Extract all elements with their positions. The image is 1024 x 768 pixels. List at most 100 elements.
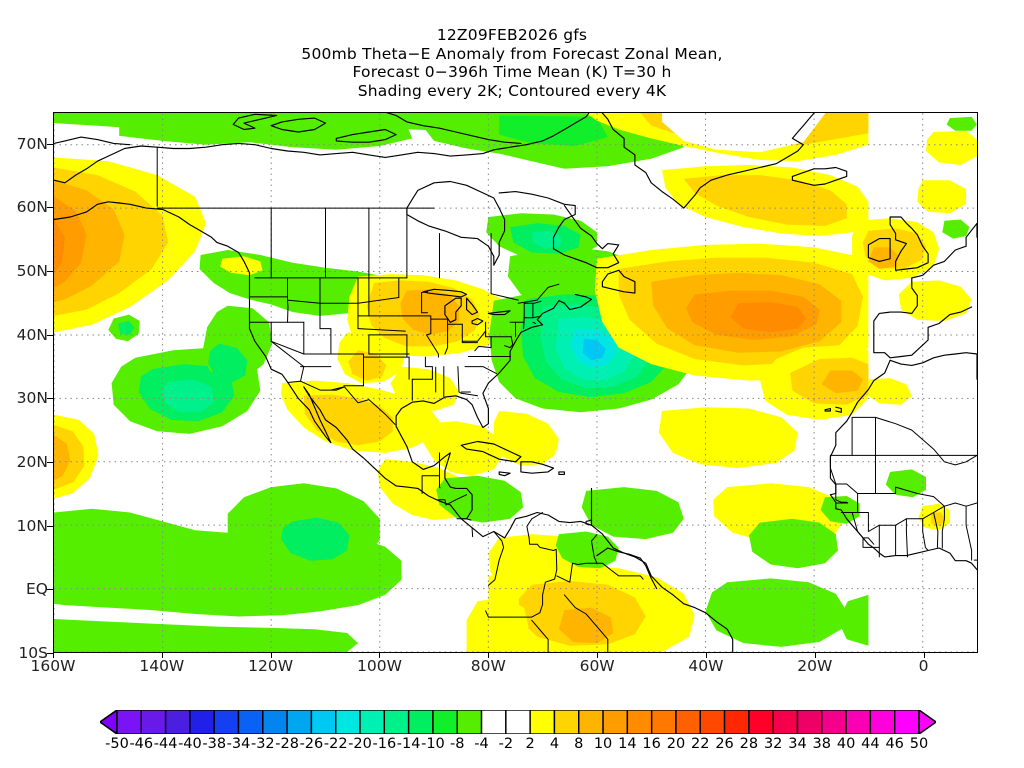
map-plot-area — [53, 112, 978, 653]
colorbar-cell — [116, 710, 142, 734]
colorbar-cell — [480, 710, 507, 734]
x-axis-label: 20W — [797, 657, 833, 675]
colorbar — [100, 710, 936, 734]
x-axis-label: 140W — [139, 657, 185, 675]
y-axis-tick — [47, 398, 53, 399]
x-axis-label: 40W — [688, 657, 724, 675]
y-axis-label: 70N — [16, 134, 48, 153]
colorbar-cell — [772, 710, 799, 734]
y-axis-label: 50N — [16, 262, 48, 281]
shading-layer — [54, 113, 977, 652]
colorbar-tick-label: 46 — [885, 736, 904, 752]
colorbar-tick-label: -32 — [250, 736, 275, 752]
colorbar-cell — [140, 710, 167, 734]
x-axis-tick — [162, 653, 163, 658]
y-axis-tick — [47, 526, 53, 527]
colorbar-tick-label: 20 — [666, 736, 686, 752]
title-line-variable: 500mb Theta−E Anomaly from Forecast Zona… — [301, 44, 723, 63]
x-axis-tick — [271, 653, 272, 658]
x-axis-tick — [53, 653, 54, 658]
x-axis-label: 120W — [248, 657, 294, 675]
x-axis-label: 160W — [30, 657, 76, 675]
colorbar-tick-label: -44 — [153, 736, 178, 752]
colorbar-cell — [748, 710, 774, 734]
x-axis-tick — [379, 653, 380, 658]
colorbar-tick-label: 8 — [574, 736, 584, 752]
colorbar-tick-label: 4 — [549, 736, 560, 752]
colorbar-tick-label: 2 — [525, 736, 535, 752]
colorbar-tick-label: -28 — [275, 736, 299, 752]
colorbar-cell — [821, 710, 847, 734]
colorbar-tick-label: -34 — [226, 736, 251, 752]
y-axis-label: 60N — [16, 198, 48, 217]
colorbar-cell — [164, 710, 191, 734]
y-axis-tick — [47, 271, 53, 272]
x-axis-label: 80W — [470, 657, 506, 675]
colorbar-tick-label: -46 — [129, 736, 154, 752]
y-axis-tick — [47, 589, 53, 590]
y-axis-tick — [47, 207, 53, 208]
colorbar-cell — [359, 710, 386, 734]
x-axis-tick — [815, 653, 816, 658]
colorbar-tick-label: -38 — [202, 736, 227, 752]
colorbar-cell — [578, 710, 604, 734]
colorbar-cell — [650, 710, 677, 734]
y-axis-tick — [47, 653, 53, 654]
political-borders-layer — [156, 146, 977, 652]
colorbar-cell — [213, 710, 240, 734]
x-axis-label: 0 — [918, 657, 929, 675]
x-axis-tick — [488, 653, 489, 658]
colorbar-tick-label: -26 — [299, 736, 324, 752]
colorbar-cell — [699, 710, 726, 734]
colorbar-cell — [335, 710, 361, 734]
colorbar-cell — [675, 710, 701, 734]
colorbar-cell — [723, 710, 750, 734]
y-axis-tick — [47, 462, 53, 463]
chart-title-block: 12Z09FEB2026 gfs 500mb Theta−E Anomaly f… — [0, 26, 1024, 100]
colorbar-cell — [456, 710, 483, 734]
colorbar-cell — [845, 710, 872, 734]
colorbar-cell — [310, 710, 337, 734]
colorbar-tick-label: -4 — [474, 736, 489, 752]
colorbar-over-arrow — [918, 710, 936, 734]
colorbar-block: -50 -46 -44 -40 -38 -34 -32 -28 -26 -22 -20 -16 -14-… — [0, 706, 1024, 764]
title-line-model: 12Z09FEB2026 gfs — [436, 26, 588, 44]
y-axis-label: EQ — [26, 580, 48, 599]
colorbar-cell — [529, 710, 556, 734]
colorbar-tick-label: 22 — [691, 736, 710, 752]
y-axis-label: 40N — [16, 325, 48, 344]
colorbar-tick-label: -16 — [372, 736, 397, 752]
colorbar-cell — [407, 710, 434, 734]
colorbar-tick-label: 14 — [618, 736, 637, 752]
x-axis-tick — [706, 653, 707, 658]
colorbar-tick-label: 32 — [763, 736, 783, 752]
x-axis-label: 100W — [357, 657, 402, 675]
title-line-forecast: Forecast 0−396h Time Mean (K) T=30 h — [352, 63, 672, 81]
x-axis-tick — [924, 653, 925, 658]
x-axis-tick — [597, 653, 598, 658]
colorbar-cell — [286, 710, 313, 734]
colorbar-tick-label: -2 — [498, 736, 514, 752]
x-axis-label: 60W — [579, 657, 615, 675]
coastline-layer — [54, 113, 977, 652]
colorbar-tick-label: 38 — [812, 736, 831, 752]
y-axis-label: 10N — [16, 516, 48, 535]
title-line-shading: Shading every 2K; Contoured every 4K — [357, 81, 667, 100]
colorbar-tick-label: -22 — [323, 736, 348, 752]
colorbar-tick-label: -50 — [105, 736, 129, 752]
colorbar-tick-label: 40 — [836, 736, 856, 752]
colorbar-cell — [432, 710, 458, 734]
colorbar-cell — [383, 710, 410, 734]
colorbar-tick-label: 50 — [909, 736, 929, 752]
colorbar-tick-label: 34 — [788, 736, 807, 752]
colorbar-cell — [262, 710, 288, 734]
colorbar-cell — [894, 710, 920, 734]
colorbar-tick-label: 28 — [739, 736, 759, 752]
colorbar-tick-label: 26 — [715, 736, 734, 752]
colorbar-under-arrow — [100, 710, 118, 734]
colorbar-cell — [237, 710, 264, 734]
anomaly-map — [54, 113, 977, 652]
colorbar-tick-label: 16 — [642, 736, 661, 752]
colorbar-cell — [602, 710, 629, 734]
